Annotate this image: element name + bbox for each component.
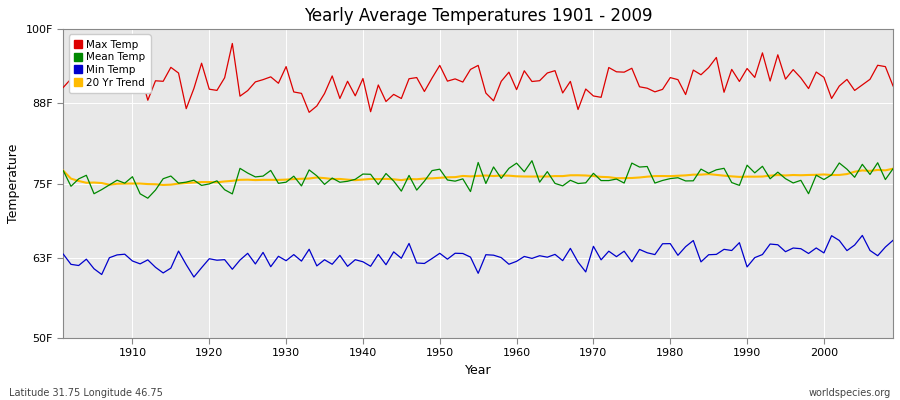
Legend: Max Temp, Mean Temp, Min Temp, 20 Yr Trend: Max Temp, Mean Temp, Min Temp, 20 Yr Tre… xyxy=(68,34,150,93)
Text: Latitude 31.75 Longitude 46.75: Latitude 31.75 Longitude 46.75 xyxy=(9,388,163,398)
Y-axis label: Temperature: Temperature xyxy=(7,144,20,223)
Title: Yearly Average Temperatures 1901 - 2009: Yearly Average Temperatures 1901 - 2009 xyxy=(304,7,652,25)
Text: worldspecies.org: worldspecies.org xyxy=(809,388,891,398)
X-axis label: Year: Year xyxy=(465,364,491,377)
